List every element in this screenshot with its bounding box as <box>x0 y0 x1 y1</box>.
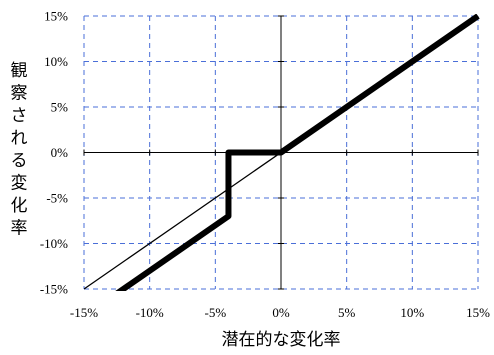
y-tick-label-3: 0% <box>51 145 69 160</box>
series-group <box>84 14 480 291</box>
x-tick-label-3: 0% <box>272 305 290 320</box>
x-tick-labels: -15% -10% -5% 0% 5% 10% 15% <box>70 305 490 320</box>
x-tick-label-2: -5% <box>204 305 226 320</box>
y-tick-label-0: -15% <box>40 282 68 297</box>
x-axis-title: 潜在的な変化率 <box>222 330 341 350</box>
y-tick-label-1: -10% <box>40 236 68 251</box>
x-tick-label-0: -15% <box>70 305 98 320</box>
y-tick-label-4: 5% <box>51 100 69 115</box>
x-tick-label-5: 10% <box>400 305 424 320</box>
y-tick-label-6: 15% <box>44 9 68 24</box>
y-tick-labels: -15% -10% -5% 0% 5% 10% 15% <box>40 9 68 297</box>
x-tick-label-6: 15% <box>466 305 490 320</box>
observed-series-line <box>115 14 480 291</box>
y-axis-title: 観察される変化率 <box>11 61 28 239</box>
x-tick-label-4: 5% <box>338 305 356 320</box>
y-axis-title-text: 観察される変化率 <box>11 61 28 239</box>
y-tick-label-5: 10% <box>44 54 68 69</box>
x-tick-label-1: -10% <box>136 305 164 320</box>
y-tick-label-2: -5% <box>46 191 68 206</box>
